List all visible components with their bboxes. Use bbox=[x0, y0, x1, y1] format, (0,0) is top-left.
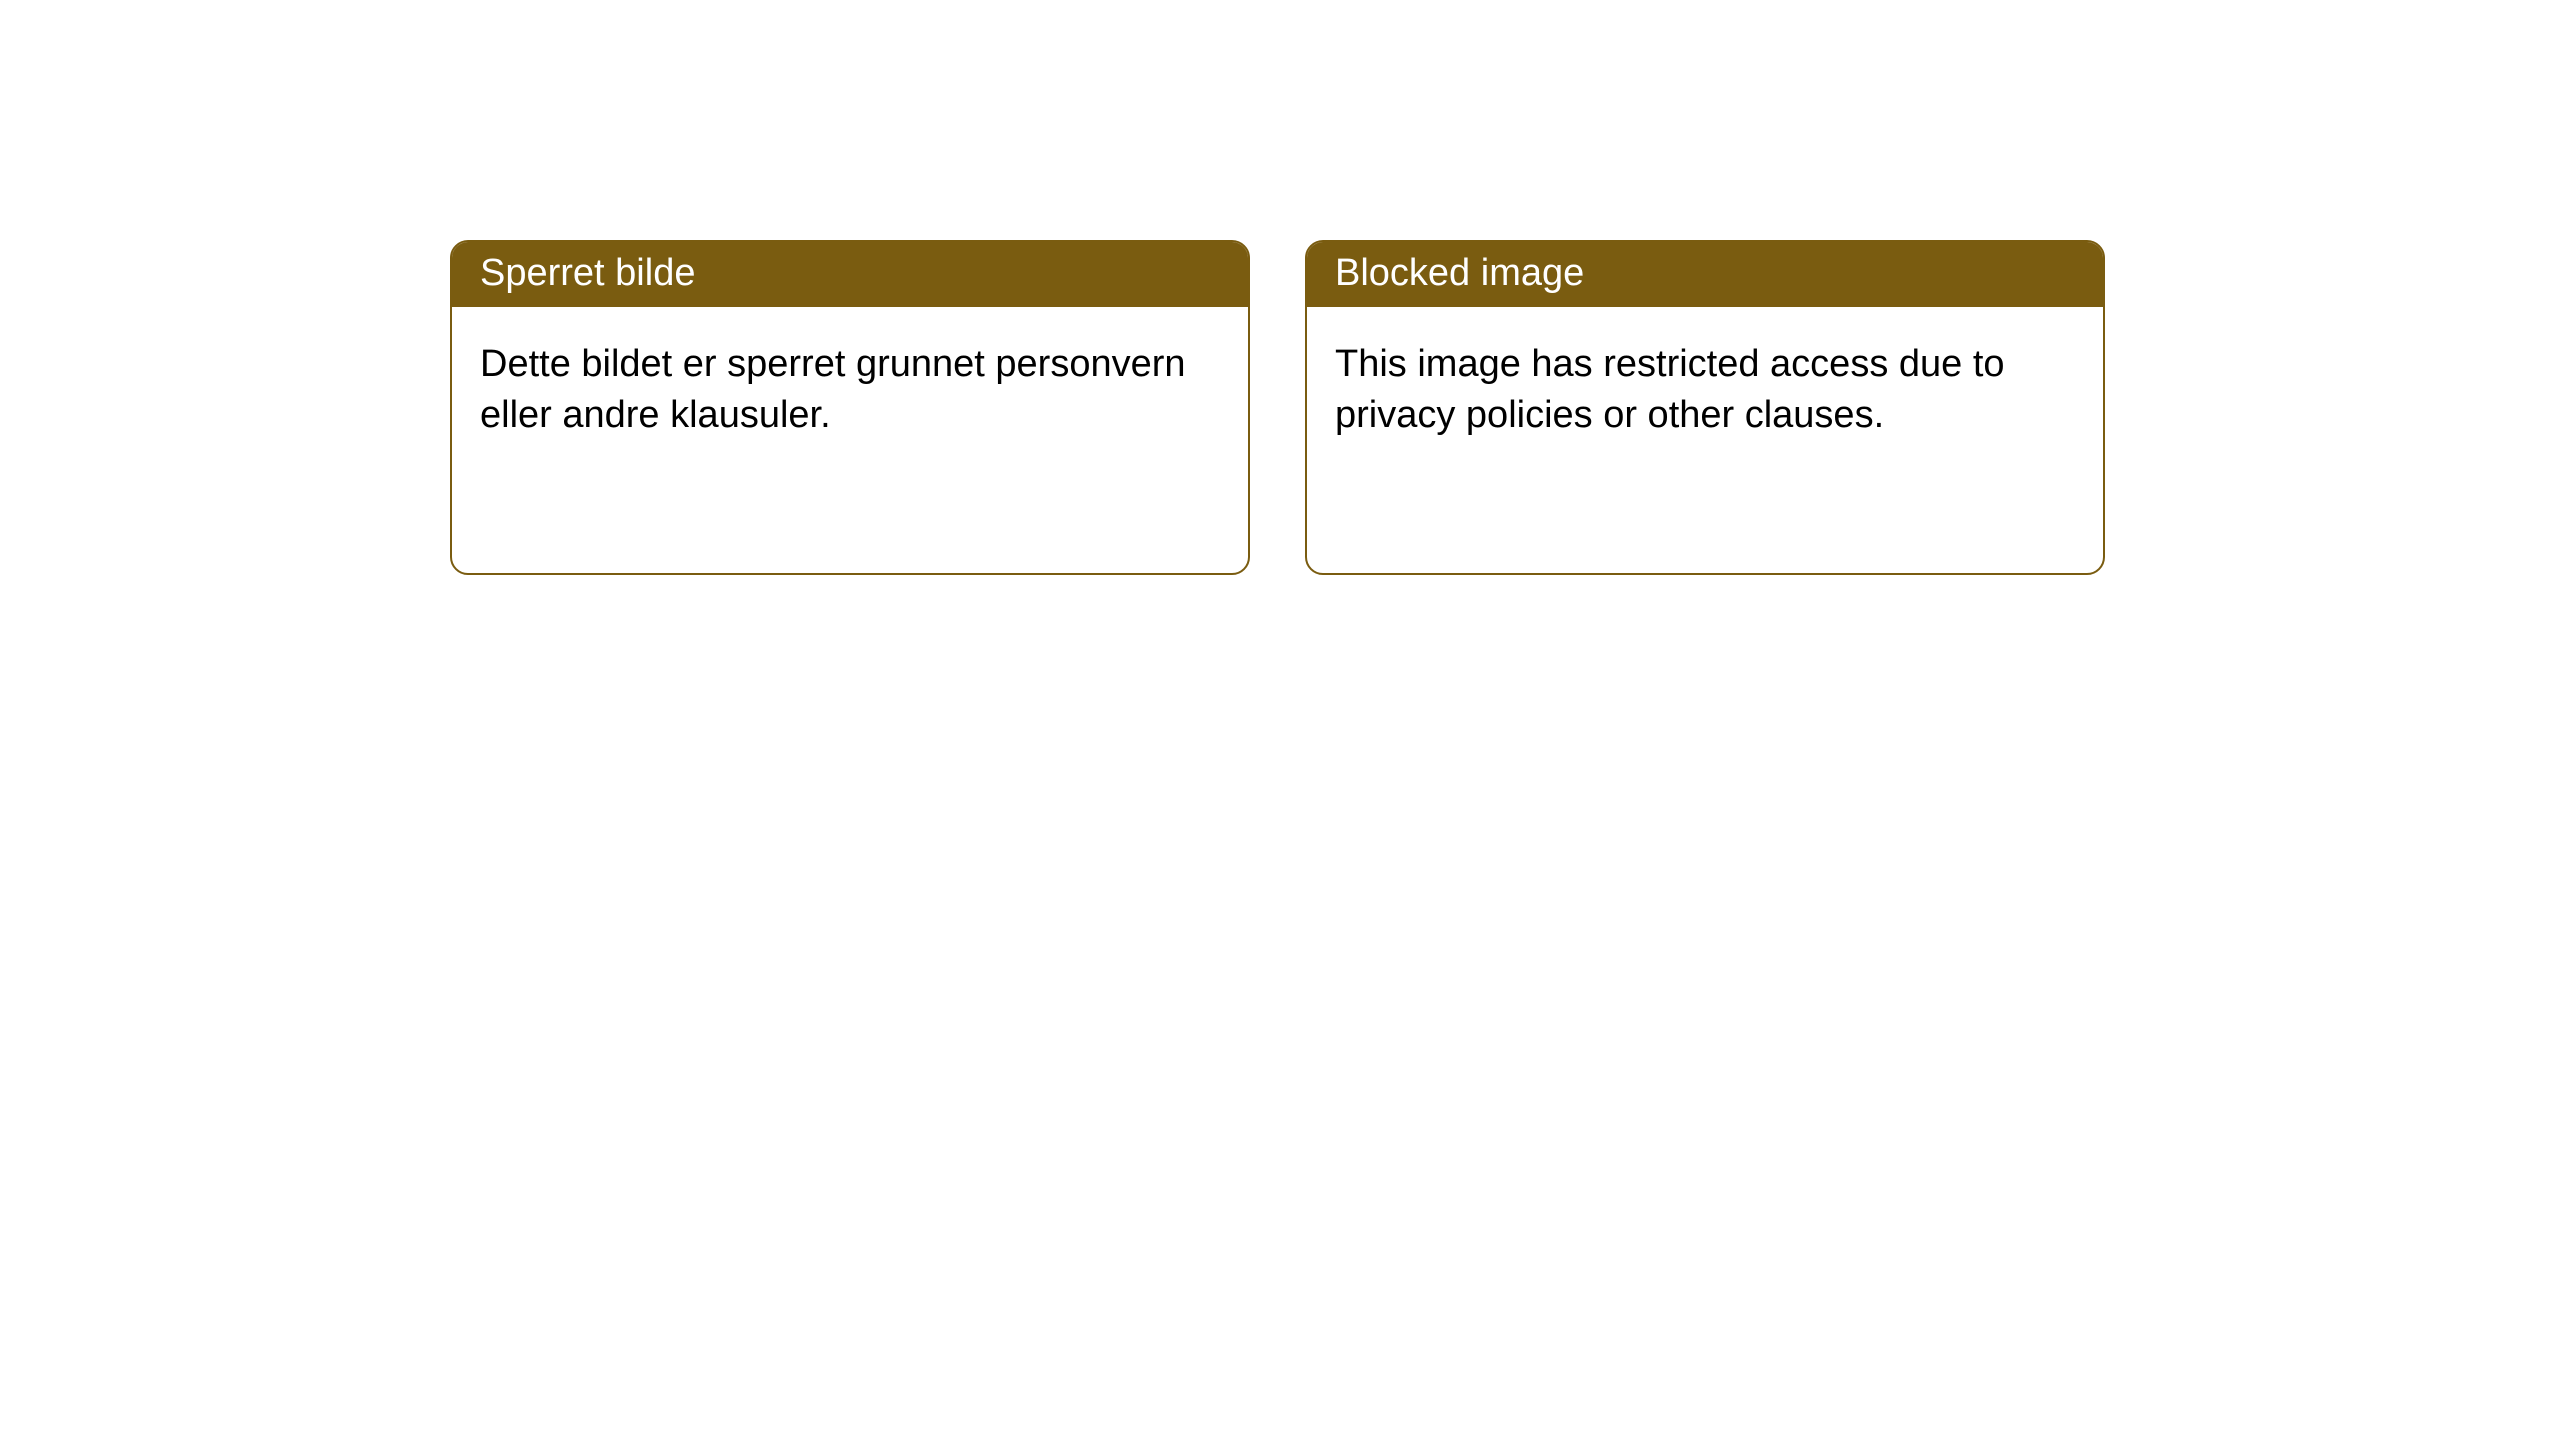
blocked-image-card-no: Sperret bilde Dette bildet er sperret gr… bbox=[450, 240, 1250, 575]
card-title: Blocked image bbox=[1335, 252, 1584, 294]
card-body: Dette bildet er sperret grunnet personve… bbox=[452, 307, 1248, 474]
card-body-text: This image has restricted access due to … bbox=[1335, 343, 2005, 436]
notice-container: Sperret bilde Dette bildet er sperret gr… bbox=[450, 240, 2105, 575]
card-header: Blocked image bbox=[1307, 242, 2103, 307]
card-title: Sperret bilde bbox=[480, 252, 695, 294]
card-header: Sperret bilde bbox=[452, 242, 1248, 307]
card-body-text: Dette bildet er sperret grunnet personve… bbox=[480, 343, 1186, 436]
blocked-image-card-en: Blocked image This image has restricted … bbox=[1305, 240, 2105, 575]
card-body: This image has restricted access due to … bbox=[1307, 307, 2103, 474]
